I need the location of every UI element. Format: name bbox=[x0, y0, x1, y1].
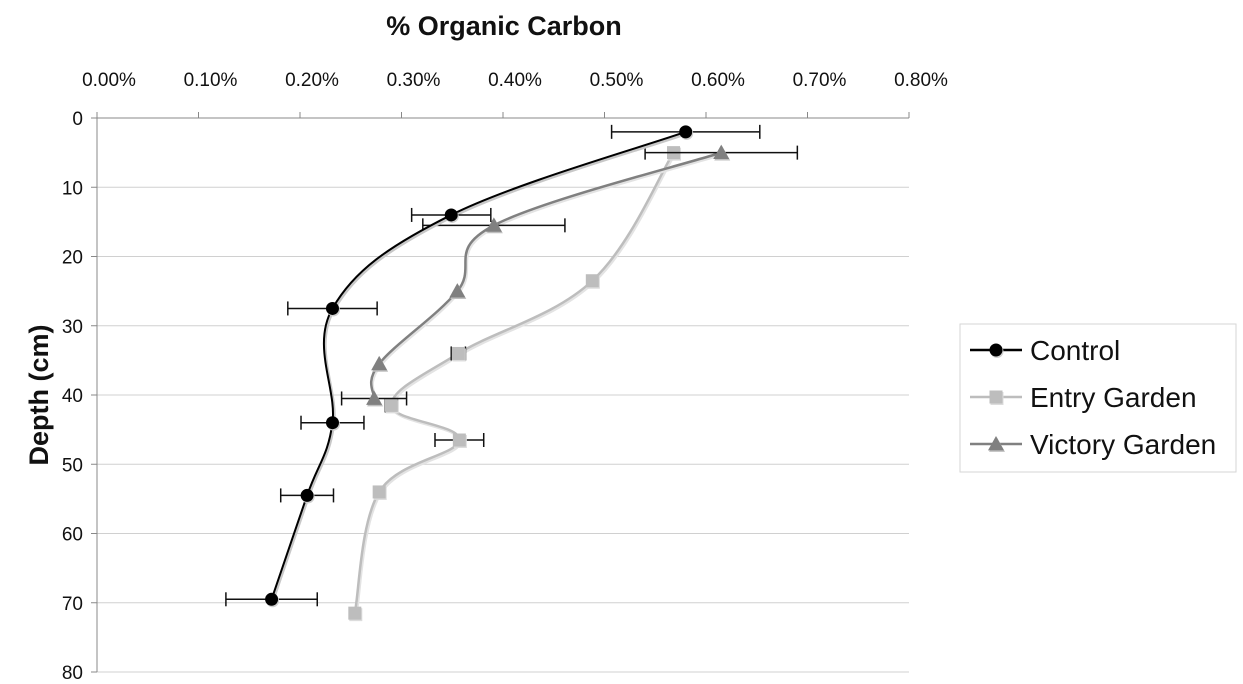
legend-item-victory-garden: Victory Garden bbox=[970, 429, 1216, 460]
y-tick-label: 10 bbox=[62, 178, 83, 199]
x-tick-label: 0.70% bbox=[793, 70, 847, 91]
x-tick-label: 0.50% bbox=[590, 70, 644, 91]
data-point bbox=[366, 390, 383, 405]
y-tick-label: 20 bbox=[62, 248, 83, 269]
y-tick-label: 30 bbox=[62, 317, 83, 338]
y-tick-labels: 0 10 20 30 40 50 60 70 80 bbox=[62, 109, 83, 684]
data-point bbox=[485, 217, 502, 232]
data-point bbox=[989, 343, 1003, 357]
legend-label: Entry Garden bbox=[1030, 382, 1197, 413]
data-point bbox=[372, 485, 386, 499]
series-victory-garden bbox=[340, 144, 799, 407]
legend-item-control: Control bbox=[970, 335, 1120, 366]
series-line bbox=[270, 130, 687, 600]
series-line bbox=[353, 151, 675, 614]
data-point bbox=[348, 606, 362, 620]
series-layer bbox=[225, 124, 799, 622]
y-axis-label: Depth (cm) bbox=[24, 325, 54, 466]
series-line-shadow bbox=[354, 153, 676, 616]
data-point bbox=[325, 301, 339, 315]
gridlines bbox=[97, 186, 909, 673]
data-point bbox=[371, 355, 388, 371]
x-tick-label: 0.80% bbox=[894, 70, 948, 91]
axes bbox=[91, 112, 910, 673]
y-tick-label: 60 bbox=[62, 525, 83, 546]
legend-label: Control bbox=[1030, 335, 1120, 366]
legend-label: Victory Garden bbox=[1030, 429, 1216, 460]
y-tick-label: 50 bbox=[62, 455, 83, 476]
x-tick-label: 0.20% bbox=[285, 70, 339, 91]
data-point bbox=[713, 144, 730, 160]
y-tick-label: 80 bbox=[62, 663, 83, 684]
data-point bbox=[449, 283, 466, 298]
data-point bbox=[451, 346, 465, 360]
y-tick-label: 70 bbox=[62, 594, 83, 615]
data-point bbox=[444, 208, 458, 222]
y-tick-label: 40 bbox=[62, 386, 83, 407]
x-tick-label: 0.40% bbox=[488, 70, 542, 91]
data-point bbox=[988, 436, 1004, 451]
data-point bbox=[585, 274, 599, 288]
x-tick-label: 0.00% bbox=[82, 70, 136, 91]
data-point bbox=[265, 592, 279, 606]
series-line-shadow bbox=[370, 152, 723, 401]
x-tick-label: 0.60% bbox=[691, 70, 745, 91]
chart-title: % Organic Carbon bbox=[386, 11, 622, 41]
legend-item-entry-garden: Entry Garden bbox=[970, 382, 1197, 413]
data-point bbox=[679, 125, 693, 139]
series-line-shadow bbox=[271, 132, 688, 602]
x-tick-label: 0.10% bbox=[184, 70, 238, 91]
data-point bbox=[300, 488, 314, 502]
series-entry-garden bbox=[348, 146, 682, 622]
series-control bbox=[225, 124, 761, 608]
data-point bbox=[989, 390, 1003, 404]
x-tick-labels: 0.00% 0.10% 0.20% 0.30% 0.40% 0.50% 0.60% 0.70%… bbox=[82, 70, 948, 91]
data-point bbox=[452, 433, 466, 447]
x-tick-label: 0.30% bbox=[387, 70, 441, 91]
series-line bbox=[369, 151, 722, 399]
legend: Control Entry Garden Victory Garden bbox=[959, 323, 1237, 473]
y-tick-label: 0 bbox=[72, 109, 83, 130]
data-point bbox=[325, 416, 339, 430]
data-point bbox=[384, 398, 398, 412]
